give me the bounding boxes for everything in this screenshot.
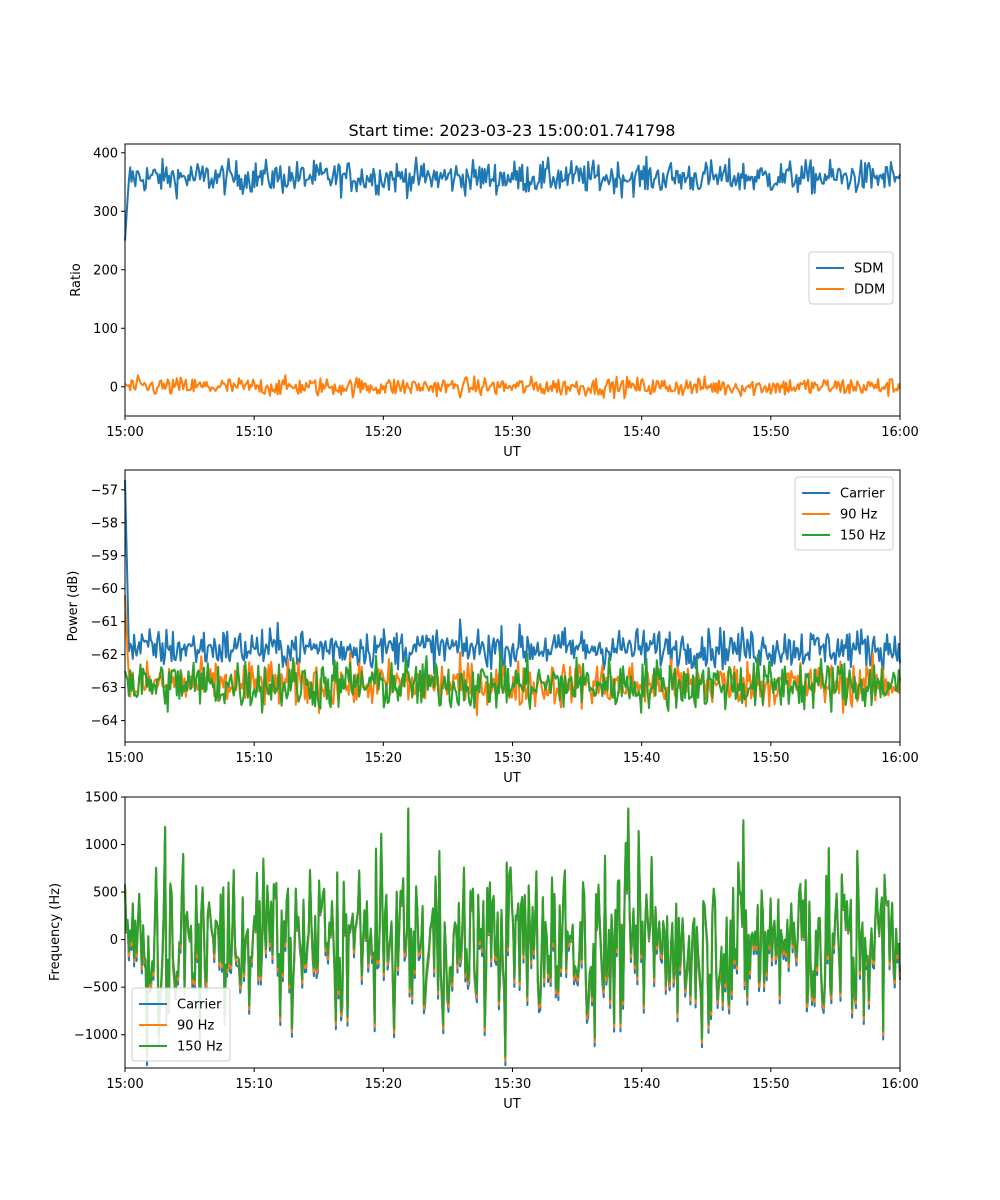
frequency-y-tick-label: 0 bbox=[110, 933, 118, 948]
power-x-tick-label: 16:00 bbox=[881, 751, 918, 766]
power-y-ticks: −57 −58 −59 −60 −61 −62 −63 −64 bbox=[91, 483, 125, 729]
power-series-150-hz bbox=[124, 649, 901, 714]
power-x-tick-label: 15:50 bbox=[752, 751, 789, 766]
power-series-group bbox=[124, 479, 901, 717]
power-y-tick-label: −57 bbox=[91, 483, 118, 498]
frequency-x-tick-label: 15:40 bbox=[623, 1077, 660, 1092]
power-x-tick-label: 15:30 bbox=[494, 751, 531, 766]
frequency-x-tick-label: 15:30 bbox=[494, 1077, 531, 1092]
ratio-x-tick-label: 15:30 bbox=[494, 425, 531, 440]
ratio-x-tick-label: 15:50 bbox=[752, 425, 789, 440]
ratio-y-tick-label: 100 bbox=[93, 322, 118, 337]
ratio-y-tick-label: 0 bbox=[110, 380, 118, 395]
power-y-tick-label: −60 bbox=[91, 582, 118, 597]
frequency-legend: Carrier 90 Hz 150 Hz bbox=[131, 987, 231, 1062]
power-series-carrier bbox=[124, 479, 901, 675]
frequency-series-group bbox=[124, 807, 901, 1067]
ratio-x-tick-label: 15:00 bbox=[106, 425, 143, 440]
frequency-x-tick-label: 15:00 bbox=[106, 1077, 143, 1092]
power-x-tick-label: 15:40 bbox=[623, 751, 660, 766]
power-legend: Carrier 90 Hz 150 Hz bbox=[794, 476, 894, 551]
power-x-ticks: 15:00 15:10 15:20 15:30 15:40 15:50 16:00 bbox=[106, 742, 919, 766]
ratio-series-ddm bbox=[124, 374, 901, 400]
power-legend-label: Carrier bbox=[840, 487, 885, 502]
power-y-tick-label: −58 bbox=[91, 516, 118, 531]
power-x-tick-label: 15:00 bbox=[106, 751, 143, 766]
ratio-x-tick-label: 15:40 bbox=[623, 425, 660, 440]
ratio-y-tick-label: 400 bbox=[93, 146, 118, 161]
frequency-y-tick-label: 1000 bbox=[85, 838, 118, 853]
frequency-series-150-hz bbox=[124, 807, 901, 1058]
ratio-xlabel: UT bbox=[503, 445, 521, 460]
frequency-y-tick-label: 500 bbox=[93, 886, 118, 901]
ratio-x-tick-label: 15:10 bbox=[235, 425, 272, 440]
frequency-legend-label: 150 Hz bbox=[177, 1040, 223, 1055]
frequency-xlabel: UT bbox=[503, 1097, 521, 1112]
ratio-y-tick-label: 300 bbox=[93, 205, 118, 220]
ratio-x-ticks: 15:00 15:10 15:20 15:30 15:40 15:50 16:00 bbox=[106, 416, 919, 440]
ratio-legend-label: SDM bbox=[854, 262, 883, 277]
ratio-series-sdm bbox=[124, 155, 901, 241]
figure-title: Start time: 2023-03-23 15:00:01.741798 bbox=[349, 121, 676, 140]
frequency-ylabel: Frequency (Hz) bbox=[48, 883, 63, 981]
power-legend-frame bbox=[794, 476, 894, 551]
frequency-x-tick-label: 15:10 bbox=[235, 1077, 272, 1092]
frequency-legend-frame bbox=[131, 987, 231, 1062]
power-ylabel: Power (dB) bbox=[66, 571, 81, 642]
ratio-y-tick-label: 200 bbox=[93, 263, 118, 278]
frequency-legend-label: Carrier bbox=[177, 998, 222, 1013]
frequency-legend-label: 90 Hz bbox=[177, 1019, 214, 1034]
frequency-y-tick-label: 1500 bbox=[85, 791, 118, 806]
ratio-legend-frame bbox=[808, 251, 894, 305]
ratio-x-tick-label: 16:00 bbox=[881, 425, 918, 440]
frequency-x-tick-label: 16:00 bbox=[881, 1077, 918, 1092]
frequency-x-tick-label: 15:50 bbox=[752, 1077, 789, 1092]
power-y-tick-label: −63 bbox=[91, 681, 118, 696]
power-x-tick-label: 15:20 bbox=[365, 751, 402, 766]
frequency-x-ticks: 15:00 15:10 15:20 15:30 15:40 15:50 16:00 bbox=[106, 1068, 919, 1092]
ratio-legend: SDM DDM bbox=[808, 251, 894, 305]
ratio-y-ticks: 400 300 200 100 0 bbox=[93, 146, 125, 395]
frequency-y-tick-label: −500 bbox=[82, 981, 118, 996]
panel-power: −57 −58 −59 −60 −61 −62 −63 −64 15:00 15:10 15:20… bbox=[66, 469, 919, 786]
power-y-tick-label: −61 bbox=[91, 615, 118, 630]
power-y-tick-label: −59 bbox=[91, 549, 118, 564]
ratio-legend-label: DDM bbox=[854, 283, 885, 298]
ratio-ylabel: Ratio bbox=[69, 263, 84, 296]
power-xlabel: UT bbox=[503, 771, 521, 786]
frequency-y-tick-label: −1000 bbox=[74, 1028, 118, 1043]
ratio-x-tick-label: 15:20 bbox=[365, 425, 402, 440]
power-x-tick-label: 15:10 bbox=[235, 751, 272, 766]
frequency-x-tick-label: 15:20 bbox=[365, 1077, 402, 1092]
power-legend-label: 90 Hz bbox=[840, 508, 877, 523]
frequency-y-ticks: 1500 1000 500 0 −500 −1000 bbox=[74, 791, 125, 1043]
power-y-tick-label: −62 bbox=[91, 648, 118, 663]
power-y-tick-label: −64 bbox=[91, 714, 118, 729]
ratio-series-group bbox=[124, 155, 901, 400]
power-legend-label: 150 Hz bbox=[840, 529, 886, 544]
